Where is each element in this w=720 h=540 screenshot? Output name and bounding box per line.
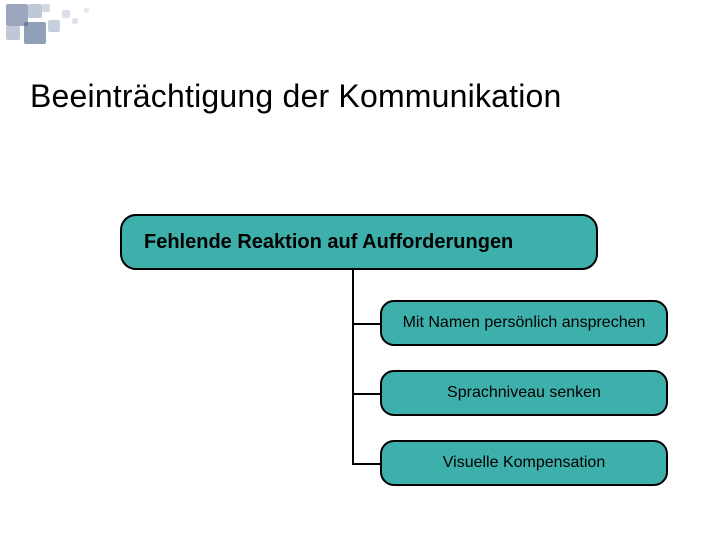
- child-node-label: Sprachniveau senken: [447, 384, 601, 402]
- parent-node-label: Fehlende Reaktion auf Aufforderungen: [144, 231, 513, 254]
- slide: Beeinträchtigung der Kommunikation Fehle…: [0, 0, 720, 540]
- child-node: Visuelle Kompensation: [380, 440, 668, 486]
- child-node: Mit Namen persönlich ansprechen: [380, 300, 668, 346]
- connector-branch: [352, 463, 380, 465]
- diagram: Fehlende Reaktion auf Aufforderungen Mit…: [0, 0, 720, 540]
- child-node: Sprachniveau senken: [380, 370, 668, 416]
- connector-trunk: [352, 270, 354, 465]
- child-node-label: Visuelle Kompensation: [443, 454, 605, 472]
- child-node-label: Mit Namen persönlich ansprechen: [403, 314, 646, 332]
- connector-branch: [352, 323, 380, 325]
- connector-branch: [352, 393, 380, 395]
- parent-node: Fehlende Reaktion auf Aufforderungen: [120, 214, 598, 270]
